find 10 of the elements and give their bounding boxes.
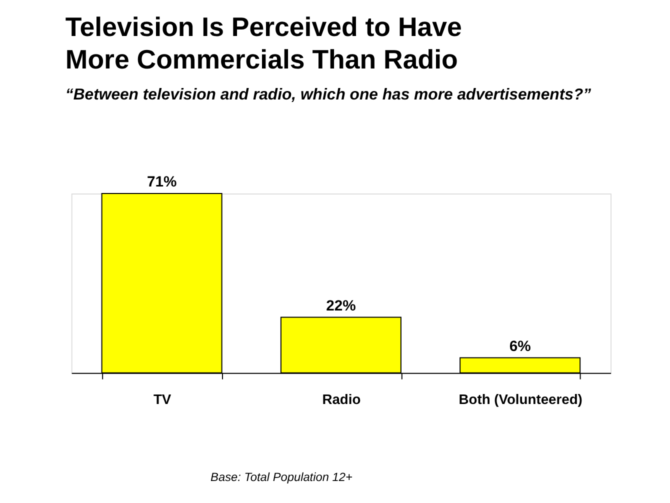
data-label: 22%: [326, 298, 356, 314]
data-label: 71%: [146, 174, 177, 191]
text: Television Is Perceived to Have: [65, 12, 462, 42]
chart-subtitle: “Between television and radio, which one has more advertisements?”: [65, 86, 592, 104]
x-tick-label: Both (Volunteered): [458, 391, 582, 408]
text: More Commercials Than Radio: [65, 44, 458, 75]
x-tick-label: Radio: [322, 391, 361, 408]
text: Base: Total Population 12+: [210, 470, 352, 484]
data-label: 6%: [509, 338, 531, 355]
x-tick-label: TV: [153, 391, 172, 408]
